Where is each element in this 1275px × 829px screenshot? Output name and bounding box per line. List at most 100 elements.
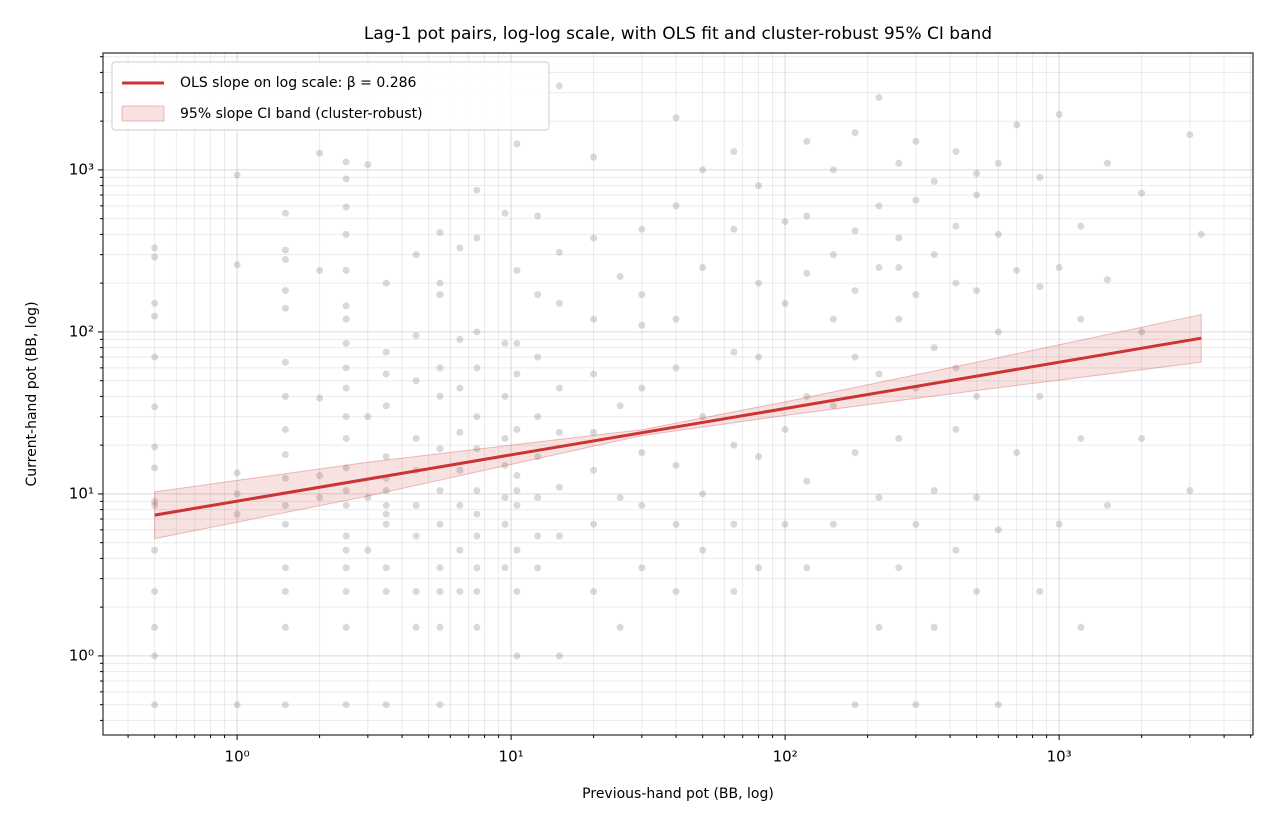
y-axis-label: Current-hand pot (BB, log) <box>24 301 40 486</box>
scatter-point <box>364 161 372 169</box>
scatter-point <box>699 166 707 174</box>
scatter-point <box>534 413 542 421</box>
scatter-point <box>755 353 763 361</box>
scatter-point <box>473 413 481 421</box>
scatter-point <box>755 279 763 287</box>
scatter-point <box>930 623 938 631</box>
scatter-point <box>513 652 521 660</box>
scatter-point <box>281 587 289 595</box>
scatter-point <box>638 564 646 572</box>
scatter-point <box>555 532 563 540</box>
scatter-point <box>781 520 789 528</box>
scatter-point <box>555 652 563 660</box>
scatter-point <box>699 490 707 498</box>
scatter-point <box>436 279 444 287</box>
scatter-point <box>342 203 350 211</box>
scatter-point <box>281 451 289 459</box>
plot-area <box>151 82 1205 709</box>
scatter-point <box>555 428 563 436</box>
scatter-point <box>895 315 903 323</box>
axes-frame <box>102 52 1254 736</box>
scatter-point <box>501 209 509 217</box>
scatter-point <box>151 501 159 509</box>
scatter-point <box>1077 222 1085 230</box>
scatter-point <box>730 520 738 528</box>
scatter-point <box>803 477 811 485</box>
scatter-point <box>803 137 811 145</box>
scatter-point <box>851 227 859 235</box>
scatter-point <box>151 546 159 554</box>
legend: OLS slope on log scale: β = 0.286 95% sl… <box>111 61 550 131</box>
scatter-point <box>973 191 981 199</box>
scatter-point <box>233 261 241 269</box>
scatter-point <box>342 413 350 421</box>
scatter-point <box>875 202 883 210</box>
scatter-point <box>730 587 738 595</box>
scatter-point <box>534 453 542 461</box>
scatter-point <box>829 520 837 528</box>
scatter-point <box>473 564 481 572</box>
scatter-point <box>699 546 707 554</box>
scatter-point <box>672 315 680 323</box>
scatter-point <box>755 564 763 572</box>
scatter-point <box>342 464 350 472</box>
x-tick-label: 10³ <box>1047 748 1072 766</box>
scatter-point <box>412 532 420 540</box>
scatter-point <box>875 370 883 378</box>
scatter-point <box>534 212 542 220</box>
scatter-point <box>1103 159 1111 167</box>
scatter-point <box>513 471 521 479</box>
scatter-point <box>233 510 241 518</box>
y-tick-label: 10² <box>69 322 94 340</box>
scatter-point <box>973 392 981 400</box>
chart-title: Lag-1 pot pairs, log-log scale, with OLS… <box>364 24 992 44</box>
scatter-point <box>281 474 289 482</box>
scatter-point <box>456 428 464 436</box>
scatter-point <box>412 332 420 340</box>
scatter-point <box>473 364 481 372</box>
scatter-point <box>473 445 481 453</box>
scatter-point <box>803 269 811 277</box>
scatter-point <box>534 564 542 572</box>
scatter-point <box>342 339 350 347</box>
scatter-point <box>952 222 960 230</box>
scatter-point <box>672 114 680 122</box>
scatter-point <box>456 546 464 554</box>
scatter-point <box>1055 110 1063 118</box>
scatter-point <box>501 434 509 442</box>
scatter-point <box>930 344 938 352</box>
y-tick-label: 10⁰ <box>69 646 94 664</box>
scatter-point <box>1103 501 1111 509</box>
scatter-point <box>1077 623 1085 631</box>
scatter-point <box>151 299 159 307</box>
scatter-point <box>501 494 509 502</box>
scatter-point <box>616 494 624 502</box>
scatter-point <box>590 315 598 323</box>
scatter-point <box>456 384 464 392</box>
scatter-point <box>590 370 598 378</box>
scatter-point <box>316 494 324 502</box>
scatter-point <box>534 494 542 502</box>
scatter-point <box>281 425 289 433</box>
scatter-point <box>730 441 738 449</box>
scatter-point <box>456 466 464 474</box>
scatter-point <box>473 623 481 631</box>
scatter-point <box>672 202 680 210</box>
scatter-point <box>1197 230 1205 238</box>
scatter-point <box>973 287 981 295</box>
scatter-point <box>281 287 289 295</box>
scatter-point <box>730 348 738 356</box>
scatter-point <box>456 244 464 252</box>
scatter-point <box>412 251 420 259</box>
scatter-point <box>912 196 920 204</box>
scatter-point <box>382 510 390 518</box>
scatter-point <box>1186 131 1194 139</box>
scatter-point <box>281 623 289 631</box>
scatter-point <box>638 225 646 233</box>
scatter-point <box>316 394 324 402</box>
scatter-point <box>501 461 509 469</box>
scatter-point <box>851 449 859 457</box>
scatter-point <box>281 564 289 572</box>
scatter-point <box>151 464 159 472</box>
